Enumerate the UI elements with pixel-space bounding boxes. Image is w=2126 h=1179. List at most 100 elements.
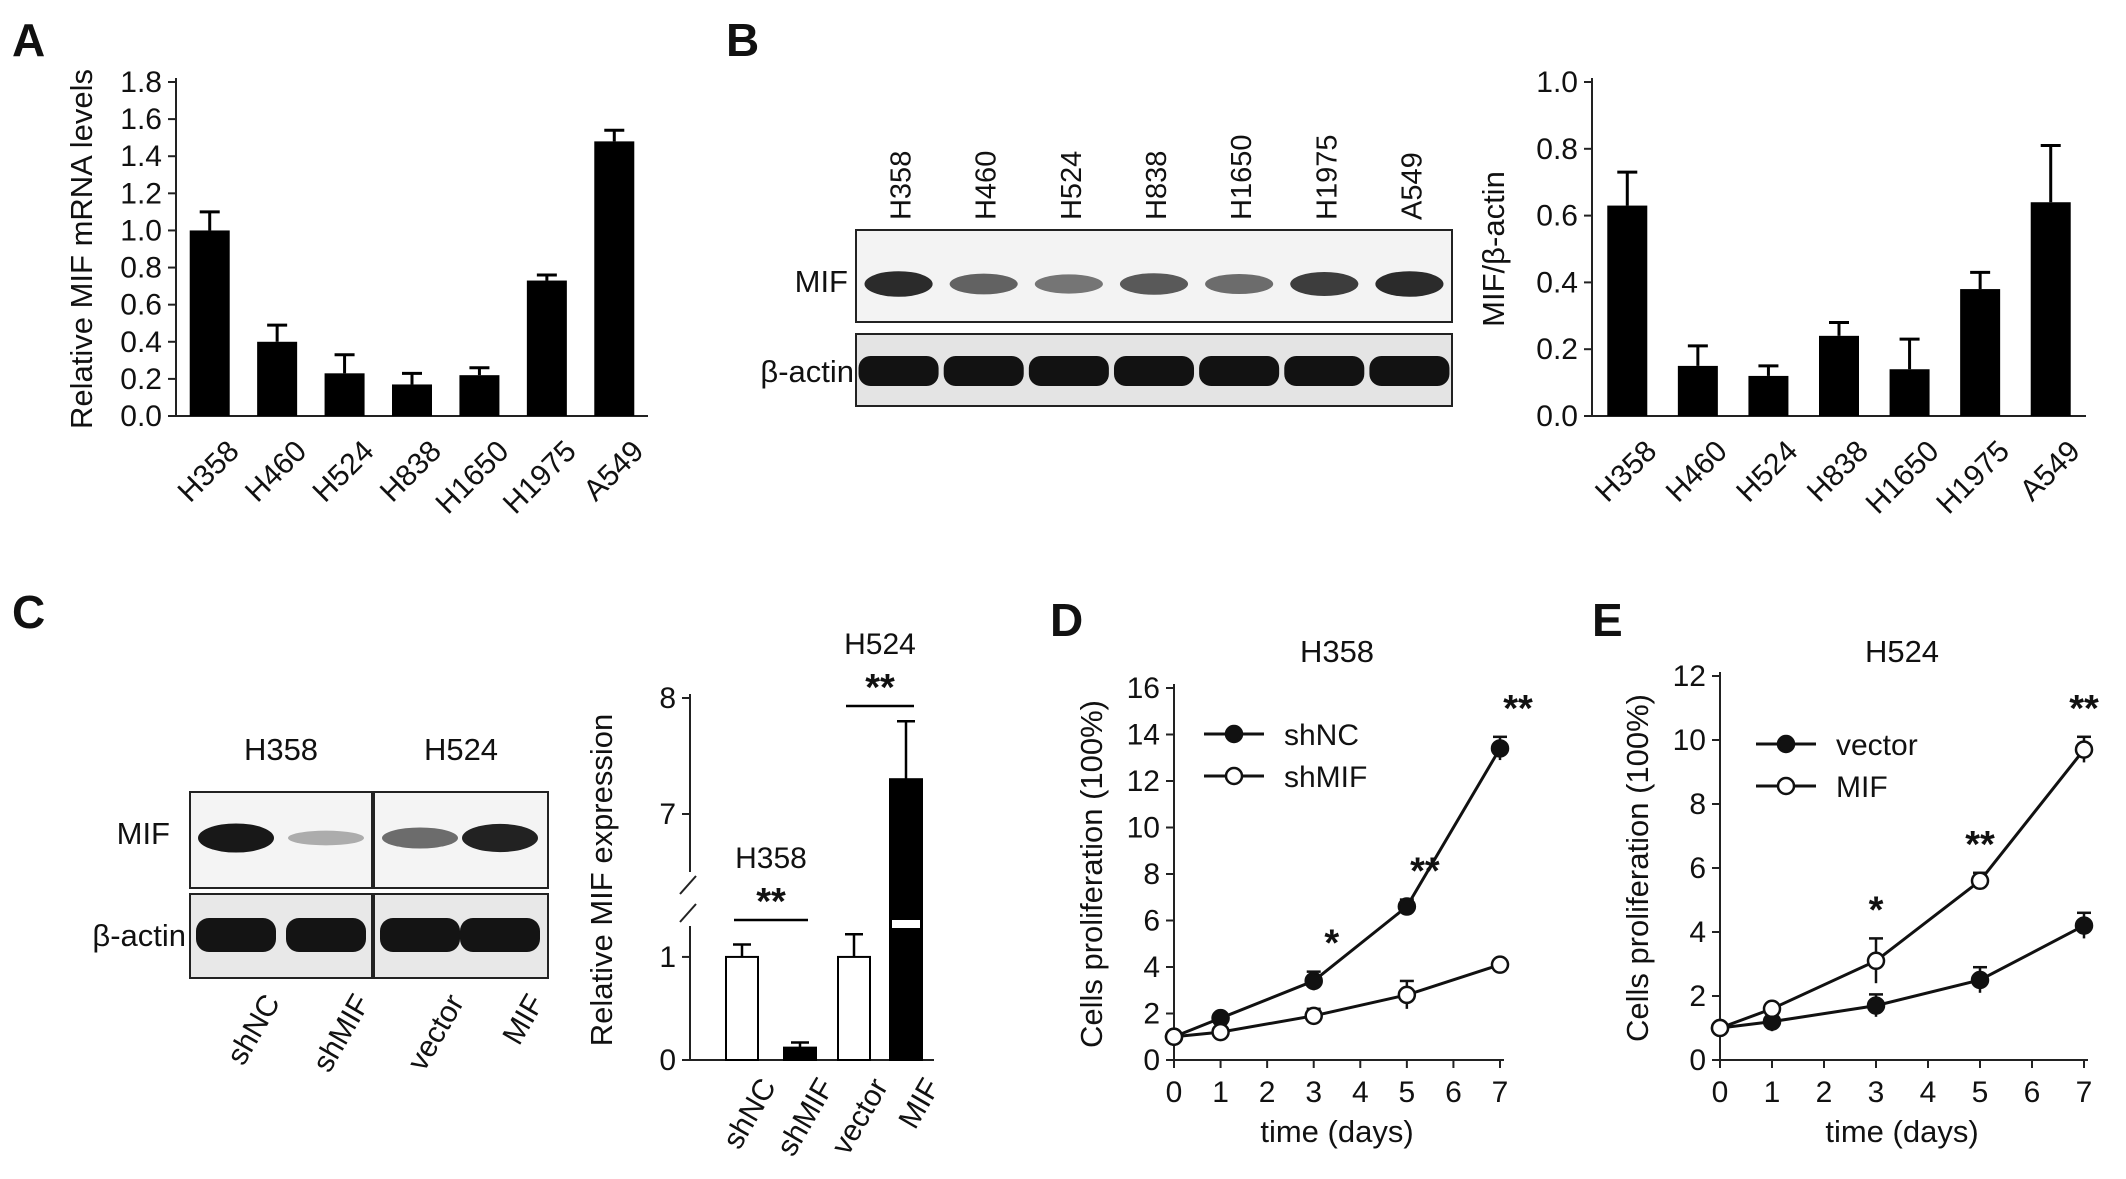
blot-b-actin-band (858, 356, 939, 386)
x-category-label: vector (825, 1073, 894, 1160)
blot-b-actin-band (1113, 356, 1195, 386)
y-tick-label: 1.0 (120, 214, 162, 247)
x-category-label: H1975 (497, 435, 583, 521)
blot-c-actin-band (286, 918, 366, 952)
blot-c-actin-band (196, 918, 276, 952)
y-tick-label: 10 (1127, 812, 1160, 845)
data-point-mif (1866, 951, 1886, 971)
y-tick-label: 8 (659, 682, 676, 715)
bar-vector (837, 955, 871, 1062)
x-category-label: H460 (1660, 435, 1734, 509)
bar-shnc (725, 955, 759, 1062)
blot-b-mif-band (1290, 272, 1359, 296)
data-point-mif (1970, 871, 1990, 891)
series-line-mif (1719, 748, 2086, 1030)
y-axis-title: Relative MIF expression (584, 714, 619, 1047)
panel-letter-a: A (12, 14, 45, 66)
x-tick-label: 6 (2024, 1076, 2041, 1109)
blot-b-mif-band (1119, 273, 1189, 295)
blot-c-row-label-mif: MIF (117, 816, 170, 851)
x-tick-label: 2 (1259, 1076, 1276, 1109)
blot-c-mif-band (288, 830, 364, 846)
significance-label: ** (1965, 824, 1995, 866)
y-tick-label: 1.4 (120, 140, 162, 173)
y-tick-label: 6 (1689, 852, 1706, 885)
y-tick-label: 0 (1689, 1044, 1706, 1077)
blot-b-row-label-mif: MIF (795, 264, 848, 299)
y-axis-title: Cells proliferation (100%) (1620, 694, 1655, 1042)
data-point-shmif (1211, 1022, 1230, 1042)
data-point-vector (2074, 916, 2094, 935)
blot-b-lane-label: H358 (886, 151, 918, 220)
x-category-label: H358 (1589, 435, 1663, 509)
x-category-label: A549 (577, 435, 650, 508)
y-tick-label: 1.8 (120, 66, 162, 99)
legend-marker-shnc (1224, 724, 1244, 744)
blot-c-lane-label: shMIF (307, 989, 377, 1078)
bar-h1975 (1960, 289, 2001, 416)
bar-shmif (783, 1046, 817, 1061)
legend-marker-mif (1776, 776, 1796, 796)
data-point-shnc (1304, 971, 1323, 991)
x-tick-label: 7 (1492, 1076, 1509, 1109)
x-category-label: H460 (239, 435, 313, 509)
y-tick-label: 4 (1143, 951, 1160, 984)
significance-label: ** (756, 881, 786, 923)
bar-a549 (594, 141, 635, 416)
y-axis-title: MIF/β-actin (1476, 171, 1511, 327)
y-tick-label: 0.8 (1536, 133, 1578, 166)
y-tick-label: 7 (659, 798, 676, 831)
significance-label: ** (2069, 688, 2099, 730)
significance-label: ** (1503, 688, 1533, 730)
y-tick-label: 6 (1143, 905, 1160, 938)
blot-b-lane-label: H838 (1141, 151, 1173, 220)
y-tick-label: 0.4 (1536, 266, 1578, 299)
legend-marker-vector (1776, 734, 1796, 754)
blot-b-mif-band (1205, 274, 1274, 294)
blot-c-lane-label: shNC (221, 989, 287, 1070)
x-axis-title: time (days) (1260, 1114, 1413, 1149)
bar-h1975 (526, 280, 567, 416)
y-tick-label: 0.4 (120, 326, 162, 359)
data-point-vector (1970, 970, 1990, 990)
x-tick-label: 1 (1764, 1076, 1781, 1109)
y-tick-label: 1 (659, 941, 676, 974)
bar-h460 (1677, 365, 1718, 416)
y-tick-label: 10 (1673, 724, 1706, 757)
data-point-mif (2074, 740, 2094, 759)
chart-c-expression-bars: 0178shNCshMIFvectorMIF**H358**H524Relati… (584, 628, 947, 1162)
legend-label-shmif: shMIF (1284, 761, 1367, 794)
blot-c-mif-band (382, 827, 458, 849)
blot-b-actin-band (1028, 356, 1109, 386)
x-category-label: H1975 (1930, 435, 2016, 521)
blot-b-actin-band (1369, 356, 1450, 386)
y-tick-label: 1.2 (120, 177, 162, 210)
blot-c-actin-band (460, 918, 540, 952)
x-tick-label: 3 (1868, 1076, 1885, 1109)
bar-h1650 (459, 375, 500, 416)
y-tick-label: 16 (1127, 672, 1160, 705)
blot-b-lane-label: H1650 (1226, 135, 1258, 220)
y-tick-label: 0.0 (120, 400, 162, 433)
x-tick-label: 3 (1305, 1076, 1322, 1109)
data-point-shmif (1304, 1006, 1323, 1026)
x-tick-label: 2 (1816, 1076, 1833, 1109)
blot-b-lane-label: H1975 (1311, 135, 1343, 220)
chart-a-mrna-bars: 0.0 0.2 0.4 0.6 0.8 1.0 1.2 1.4 1.6 1.8 H358H460H5… (64, 66, 650, 520)
x-category-label: H1650 (1860, 435, 1946, 521)
data-point-mif (1762, 999, 1782, 1019)
blot-b-actin-band (1284, 356, 1365, 386)
western-blot-b: MIF β-actin H358 H460 H524 H838 H1650 H1975 A549 (760, 135, 1453, 407)
y-tick-label: 0.6 (120, 289, 162, 322)
data-point-shmif (1490, 955, 1510, 974)
blot-b-mif-band (1034, 274, 1103, 294)
x-category-label: H358 (172, 435, 246, 509)
legend-label-mif: MIF (1836, 771, 1888, 804)
blot-b-lane-label: H524 (1056, 151, 1088, 220)
y-tick-label: 14 (1127, 719, 1160, 752)
blot-b-lane-label: A549 (1396, 152, 1428, 220)
y-tick-label: 0.6 (1536, 200, 1578, 233)
y-tick-label: 1.0 (1536, 66, 1578, 99)
x-tick-label: 4 (1352, 1076, 1369, 1109)
